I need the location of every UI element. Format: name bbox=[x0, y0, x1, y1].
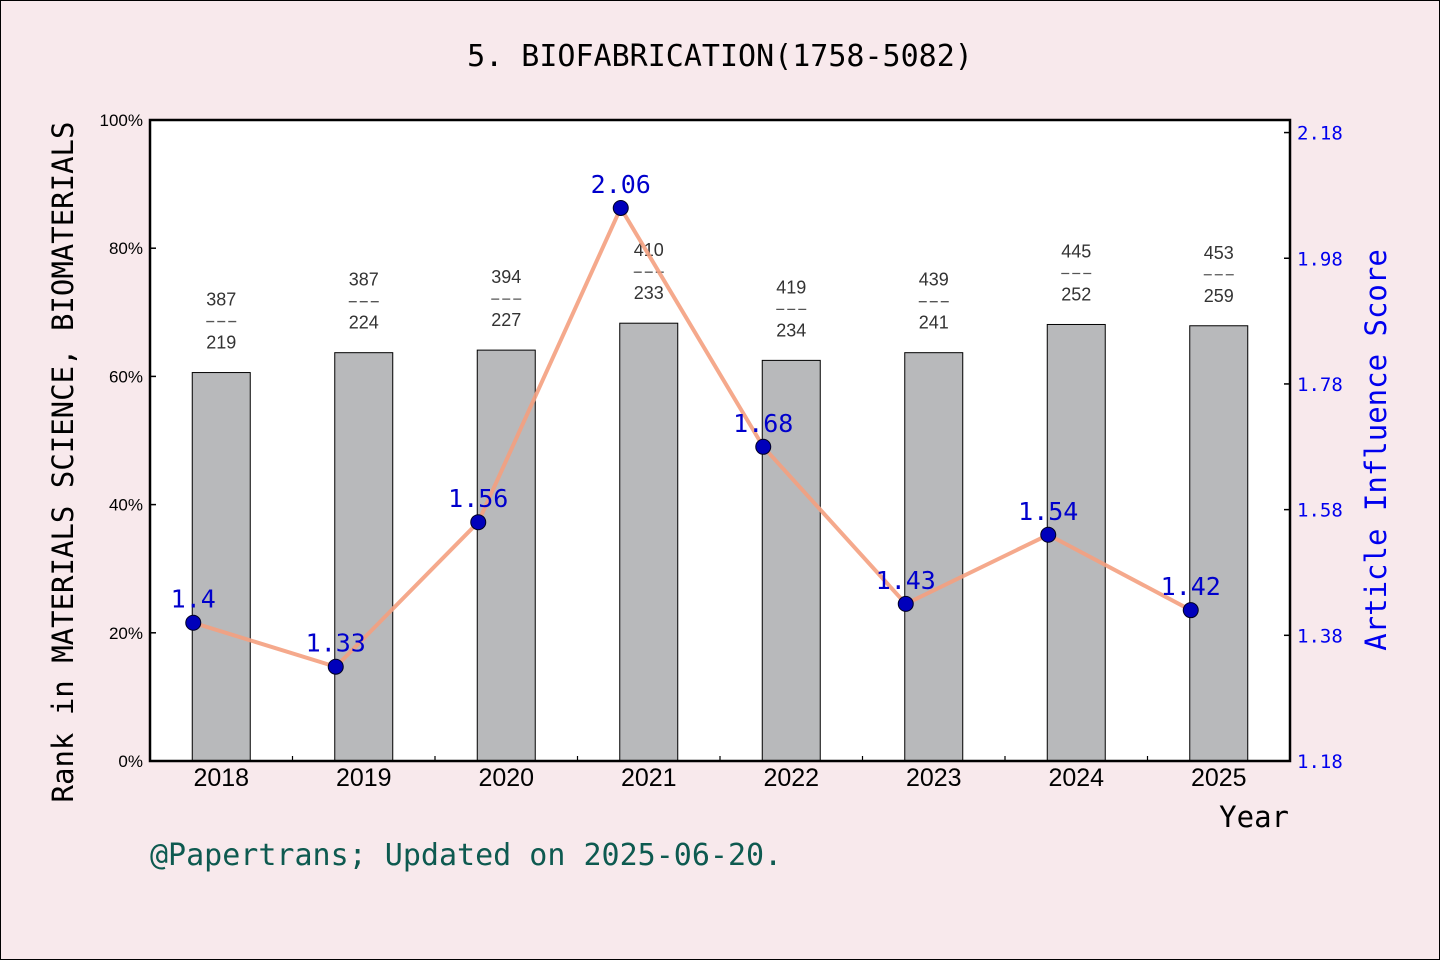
influence-value-label: 1.43 bbox=[876, 566, 936, 595]
influence-value-label: 1.54 bbox=[1018, 497, 1078, 526]
right-tick-label: 1.78 bbox=[1297, 374, 1343, 396]
right-axis-label: Article Influence Score bbox=[1359, 249, 1393, 651]
footer-credit: @Papertrans; Updated on 2025-06-20. bbox=[150, 838, 782, 873]
rank-total-label: 394 bbox=[491, 267, 521, 287]
influence-point-2020 bbox=[470, 514, 487, 531]
right-tick-label: 1.98 bbox=[1297, 248, 1343, 270]
influence-point-2024 bbox=[1040, 526, 1057, 543]
rank-position-label: 233 bbox=[634, 283, 664, 303]
left-tick-label: 20% bbox=[109, 624, 143, 643]
rank-position-label: 259 bbox=[1204, 286, 1234, 306]
x-axis-label: Year bbox=[1219, 800, 1289, 834]
rank-position-label: 219 bbox=[206, 333, 236, 353]
right-tick-label: 1.18 bbox=[1297, 751, 1343, 773]
influence-value-label: 1.42 bbox=[1161, 572, 1221, 601]
rank-position-label: 224 bbox=[349, 313, 379, 333]
left-tick-label: 0% bbox=[118, 752, 143, 771]
influence-point-2021 bbox=[612, 199, 629, 216]
influence-line bbox=[192, 205, 1192, 669]
influence-point-2023 bbox=[897, 595, 914, 612]
rank-position-label: 241 bbox=[919, 313, 949, 333]
x-tick-label: 2021 bbox=[621, 764, 677, 792]
x-tick-label: 2022 bbox=[763, 764, 819, 792]
rank-total-label: 387 bbox=[206, 290, 236, 310]
left-tick-label: 60% bbox=[109, 367, 143, 386]
left-tick-label: 100% bbox=[100, 111, 143, 130]
right-tick-label: 2.18 bbox=[1297, 123, 1343, 145]
x-tick-label: 2019 bbox=[336, 764, 392, 792]
right-axis: 1.18 1.38 1.58 1.78 1.98 2.18 bbox=[1284, 123, 1343, 773]
left-axis-label: Rank in MATERIALS SCIENCE, BIOMATERIALS bbox=[46, 122, 80, 803]
x-axis: 2018 2019 2020 2021 2022 2023 2024 2025 bbox=[193, 756, 1247, 792]
influence-point-2018 bbox=[185, 614, 202, 631]
bar-2018 bbox=[191, 372, 251, 762]
influence-value-label: 2.06 bbox=[591, 170, 651, 199]
bar-2023 bbox=[904, 352, 964, 762]
x-tick-label: 2024 bbox=[1048, 764, 1104, 792]
influence-line-series: 1.4 1.33 1.56 2.06 1.68 1.43 1.54 1.42 bbox=[171, 170, 1221, 675]
rank-position-label: 252 bbox=[1061, 284, 1091, 304]
influence-value-label: 1.68 bbox=[733, 409, 793, 438]
rank-total-label: 439 bbox=[919, 270, 949, 290]
right-tick-label: 1.38 bbox=[1297, 625, 1343, 647]
rank-total-label: 387 bbox=[349, 270, 379, 290]
influence-value-label: 1.33 bbox=[306, 629, 366, 658]
right-tick-label: 1.58 bbox=[1297, 500, 1343, 522]
plot-area bbox=[150, 120, 1290, 761]
x-tick-label: 2025 bbox=[1191, 764, 1247, 792]
bar-2024 bbox=[1046, 323, 1106, 762]
rank-position-label: 234 bbox=[776, 320, 806, 340]
rank-total-label: 453 bbox=[1204, 243, 1234, 263]
influence-point-2022 bbox=[755, 438, 772, 455]
bar-2021 bbox=[619, 322, 679, 762]
bar-2019 bbox=[334, 352, 394, 762]
left-tick-label: 40% bbox=[109, 496, 143, 515]
bar-2025 bbox=[1189, 325, 1249, 762]
chart-title: 5. BIOFABRICATION(1758-5082) bbox=[467, 39, 973, 74]
x-tick-label: 2018 bbox=[193, 764, 249, 792]
left-axis: 0% 20% 40% 60% 80% 100% bbox=[100, 111, 156, 771]
rank-position-label: 227 bbox=[491, 310, 521, 330]
x-tick-label: 2020 bbox=[478, 764, 534, 792]
influence-point-2019 bbox=[327, 658, 344, 675]
left-tick-label: 80% bbox=[109, 239, 143, 258]
rank-total-label: 419 bbox=[776, 277, 806, 297]
rank-total-label: 445 bbox=[1061, 241, 1091, 261]
x-tick-label: 2023 bbox=[906, 764, 962, 792]
influence-value-label: 1.4 bbox=[171, 585, 216, 614]
influence-value-label: 1.56 bbox=[448, 484, 508, 513]
influence-point-2025 bbox=[1182, 602, 1199, 619]
